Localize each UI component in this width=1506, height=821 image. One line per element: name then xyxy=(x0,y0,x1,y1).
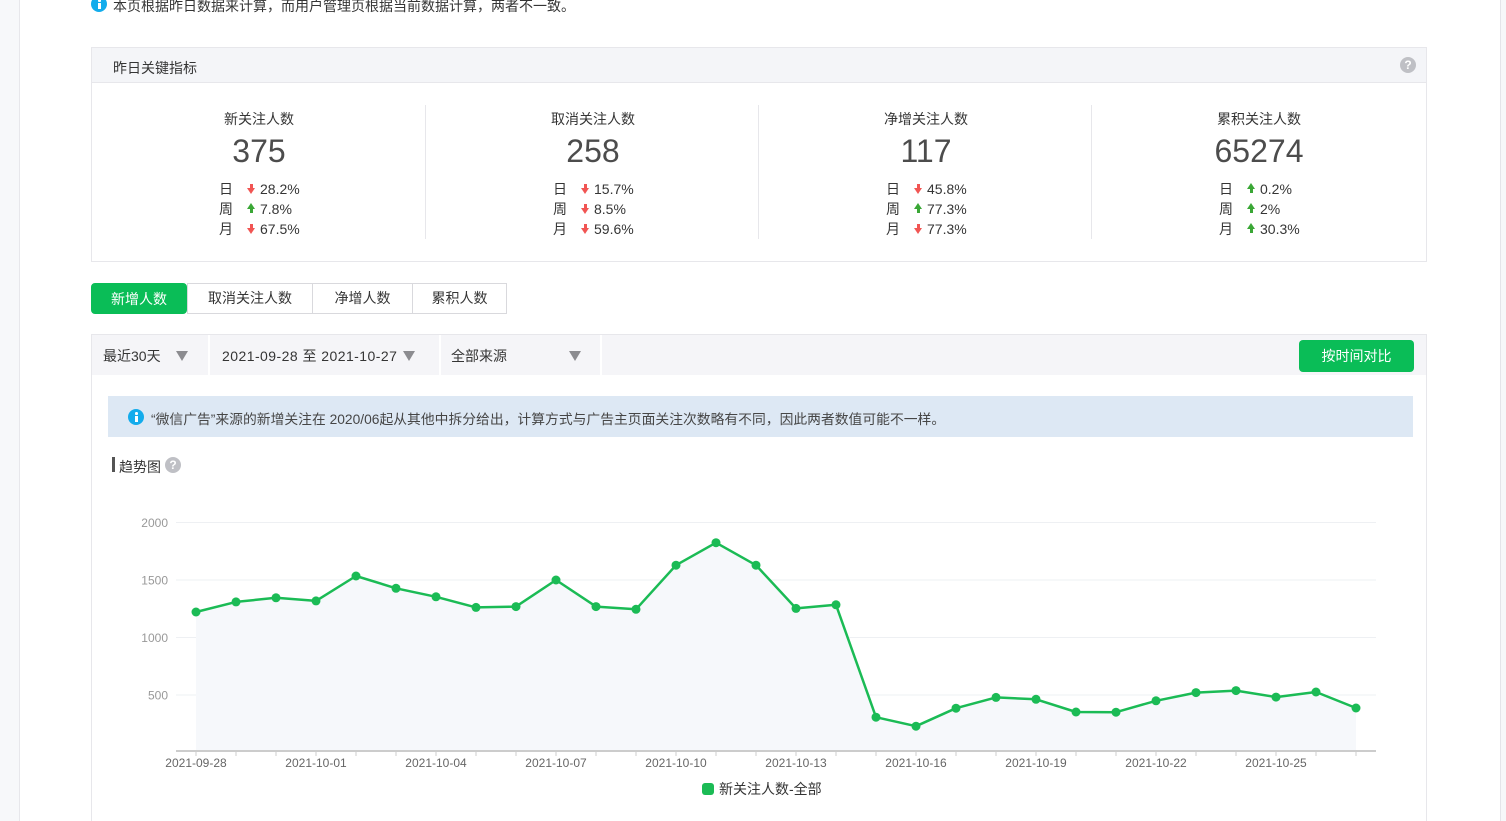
svg-text:2021-10-01: 2021-10-01 xyxy=(285,756,347,770)
svg-text:2021-10-10: 2021-10-10 xyxy=(645,756,707,770)
svg-text:2021-10-04: 2021-10-04 xyxy=(405,756,467,770)
svg-text:2021-10-07: 2021-10-07 xyxy=(525,756,587,770)
svg-text:1000: 1000 xyxy=(141,631,168,645)
svg-text:新关注人数-全部: 新关注人数-全部 xyxy=(719,781,822,797)
svg-text:500: 500 xyxy=(148,689,168,703)
svg-text:2021-10-13: 2021-10-13 xyxy=(765,756,827,770)
svg-text:2021-10-16: 2021-10-16 xyxy=(885,756,947,770)
svg-text:2021-10-25: 2021-10-25 xyxy=(1245,756,1307,770)
svg-text:2021-10-22: 2021-10-22 xyxy=(1125,756,1187,770)
svg-text:2000: 2000 xyxy=(141,516,168,530)
svg-text:2021-10-19: 2021-10-19 xyxy=(1005,756,1067,770)
svg-text:1500: 1500 xyxy=(141,574,168,588)
svg-text:2021-09-28: 2021-09-28 xyxy=(165,756,227,770)
